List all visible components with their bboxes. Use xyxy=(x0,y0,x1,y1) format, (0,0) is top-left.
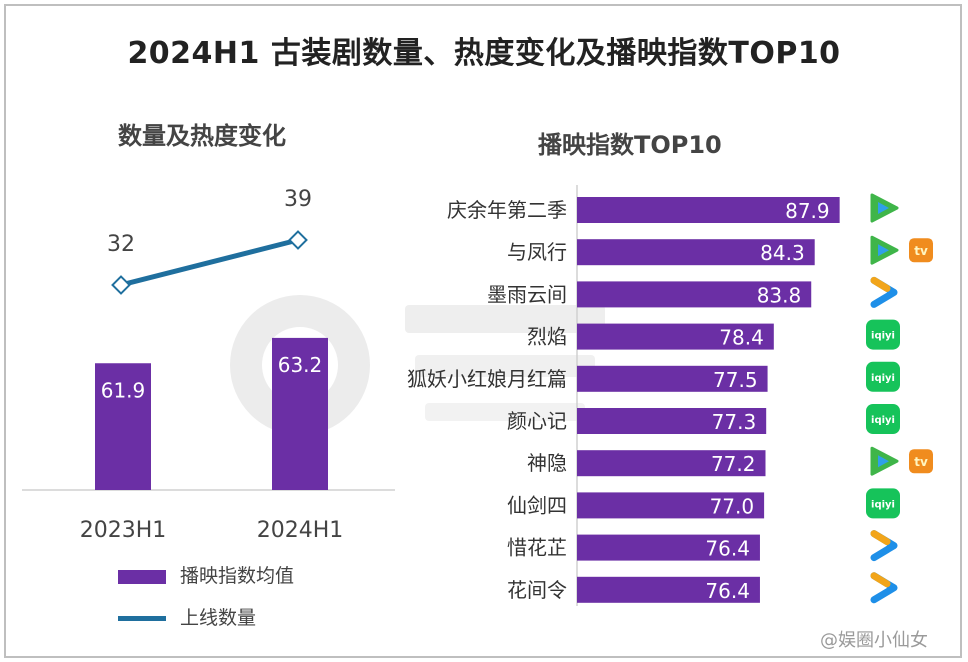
line-point-marker xyxy=(111,275,131,295)
youku-icon xyxy=(870,276,898,308)
bar-惜花芷 xyxy=(577,534,760,561)
x-tick-label: 2024H1 xyxy=(257,518,344,543)
legend-bar-label: 播映指数均值 xyxy=(180,565,295,587)
mango-tv-icon-bg xyxy=(909,449,933,474)
category-label: 狐妖小红娘月红篇 xyxy=(407,367,567,391)
bar-value-label: 61.9 xyxy=(101,378,146,402)
legend-line-item: 上线数量 xyxy=(118,603,256,630)
category-label: 花间令 xyxy=(507,578,567,602)
iqiyi-icon-label: iqiyi xyxy=(871,415,895,426)
category-label: 烈焰 xyxy=(527,325,567,349)
line-point-marker xyxy=(288,230,308,250)
bar-value-label: 77.2 xyxy=(711,452,756,476)
category-label: 神隐 xyxy=(527,451,567,475)
tencent-video-icon-inner xyxy=(878,202,889,214)
category-label: 庆余年第二季 xyxy=(447,198,567,222)
iqiyi-icon-label: iqiyi xyxy=(871,373,895,384)
bar-与凤行 xyxy=(577,239,815,266)
category-label: 与凤行 xyxy=(507,240,567,264)
mango-tv-icon-bg xyxy=(909,238,933,263)
iqiyi-icon-bg xyxy=(866,319,900,350)
category-label: 仙剑四 xyxy=(507,493,567,517)
bar-value-label: 78.4 xyxy=(719,326,764,350)
youku-icon-accent xyxy=(870,572,891,588)
bar-仙剑四 xyxy=(577,492,765,519)
bar-value-label: 84.3 xyxy=(760,241,805,265)
left-chart-title: 数量及热度变化 xyxy=(118,122,286,150)
bar-value-label: 87.9 xyxy=(785,199,830,223)
youku-icon-accent xyxy=(870,530,891,546)
x-tick-label: 2023H1 xyxy=(80,518,167,543)
bar-烈焰 xyxy=(577,323,774,350)
category-label: 惜花芷 xyxy=(507,536,567,560)
line-series-path xyxy=(120,237,299,288)
tencent-video-icon xyxy=(870,446,899,476)
youku-icon xyxy=(870,572,898,604)
iqiyi-icon: iqiyi xyxy=(866,404,900,434)
bar-value-label: 76.4 xyxy=(705,537,750,561)
youku-icon-accent xyxy=(870,276,891,292)
tencent-video-icon xyxy=(870,193,899,223)
mango-tv-icon-label: tv xyxy=(914,244,928,258)
line-value-label: 39 xyxy=(284,187,312,212)
iqiyi-icon-bg xyxy=(866,361,900,392)
page-title: 2024H1 古装剧数量、热度变化及播映指数TOP10 xyxy=(127,36,841,71)
bar-狐妖小红娘月红篇 xyxy=(577,365,768,392)
iqiyi-icon: iqiyi xyxy=(866,361,900,392)
bar-value-label: 77.5 xyxy=(713,368,758,392)
iqiyi-icon: iqiyi xyxy=(866,488,900,519)
youku-icon xyxy=(870,530,898,562)
tencent-video-icon-inner xyxy=(878,455,889,468)
bar-2024H1 xyxy=(272,337,328,490)
category-label: 墨雨云间 xyxy=(487,282,567,306)
bar-value-label: 76.4 xyxy=(705,579,750,603)
bar-墨雨云间 xyxy=(577,281,812,308)
watermark-text: @娱圈小仙女 xyxy=(820,630,928,651)
tencent-video-icon-inner xyxy=(878,244,889,257)
mango-tv-icon: tv xyxy=(909,449,933,474)
iqiyi-icon-bg xyxy=(866,404,900,434)
bar-颜心记 xyxy=(577,408,767,434)
bar-花间令 xyxy=(577,576,760,603)
bar-value-label: 77.0 xyxy=(710,494,755,518)
category-label: 颜心记 xyxy=(507,409,567,433)
bar-value-label: 83.8 xyxy=(757,283,802,307)
iqiyi-icon: iqiyi xyxy=(866,319,900,350)
bar-神隐 xyxy=(577,450,766,477)
right-chart-title: 播映指数TOP10 xyxy=(538,131,722,159)
iqiyi-icon-bg xyxy=(866,488,900,519)
legend-line-label: 上线数量 xyxy=(180,607,257,629)
bar-庆余年第二季 xyxy=(577,197,840,223)
bar-value-label: 77.3 xyxy=(712,410,757,434)
line-value-label: 32 xyxy=(107,232,135,257)
mango-tv-icon: tv xyxy=(909,238,933,263)
tencent-video-icon xyxy=(870,235,899,265)
mango-tv-icon-label: tv xyxy=(914,455,928,469)
legend-bar-swatch xyxy=(118,569,166,584)
iqiyi-icon-label: iqiyi xyxy=(871,331,895,342)
iqiyi-icon-label: iqiyi xyxy=(871,499,895,510)
bar-2023H1 xyxy=(95,363,151,490)
bar-value-label: 63.2 xyxy=(278,353,323,377)
legend-line-swatch xyxy=(118,616,166,621)
legend-bar-item: 播映指数均值 xyxy=(118,561,294,588)
